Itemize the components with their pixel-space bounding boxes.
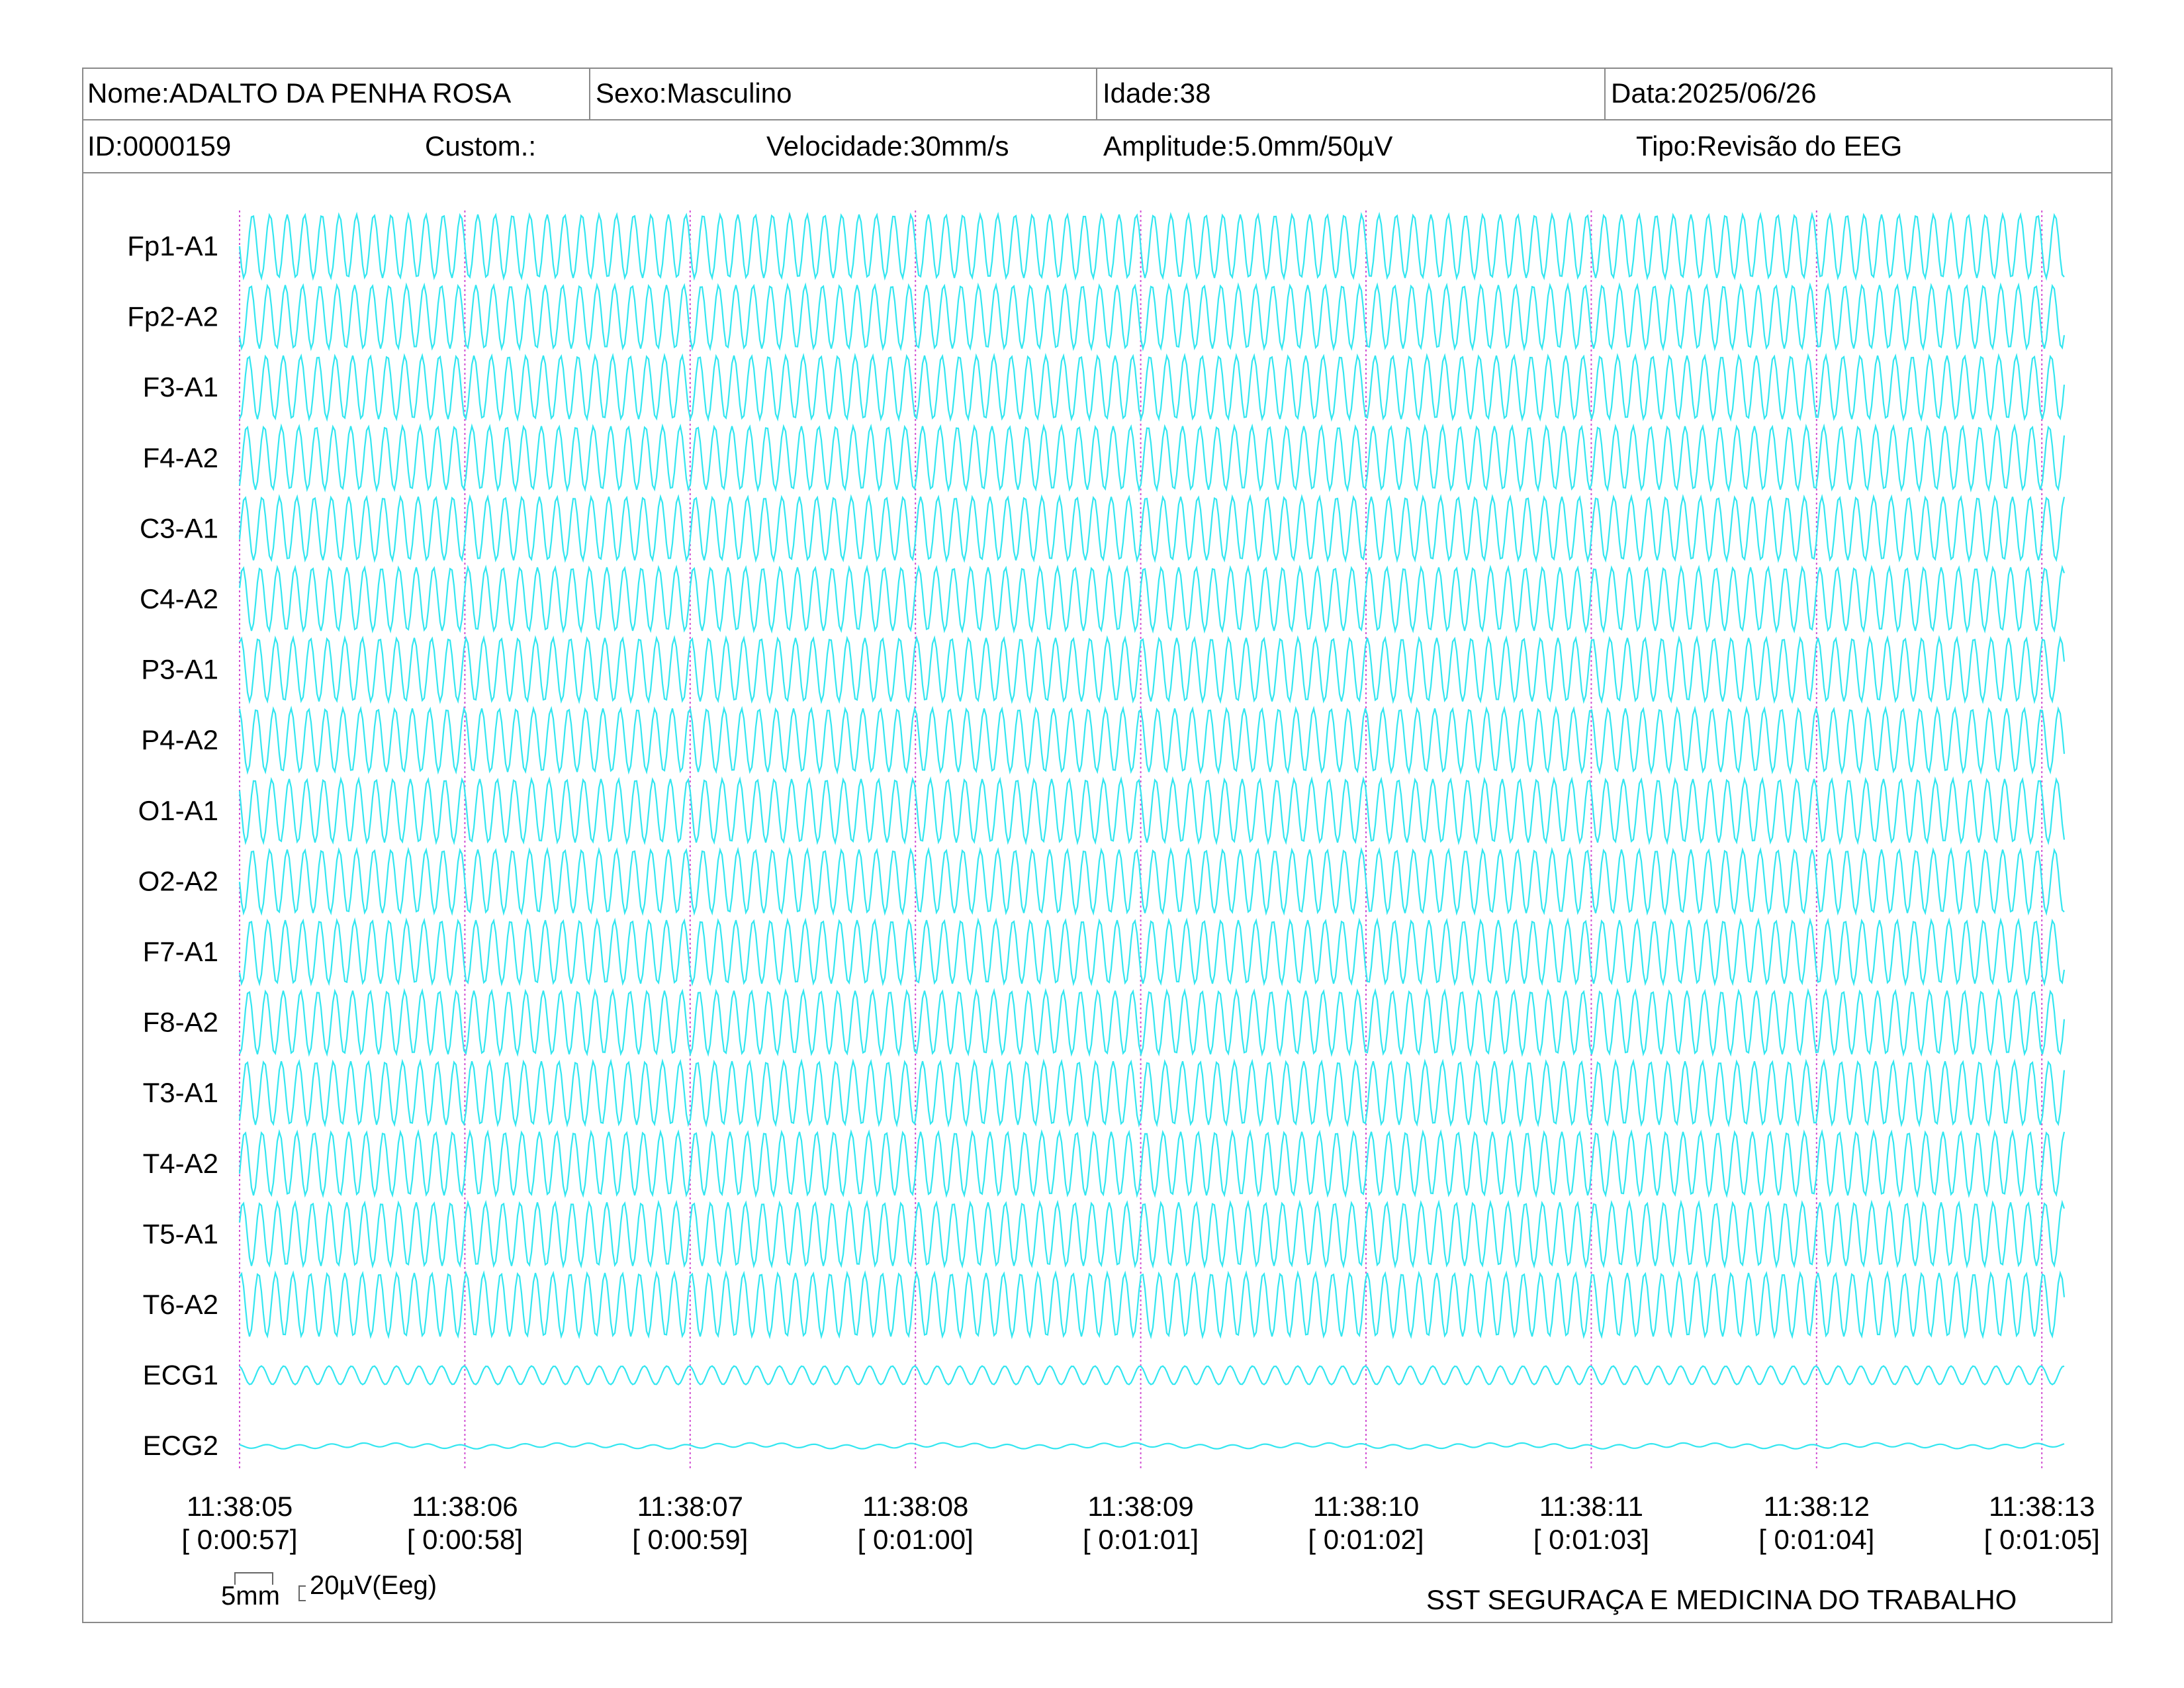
elapsed-tick-label: [ 0:00:58] xyxy=(407,1524,523,1555)
patient-age: Idade:38 xyxy=(1096,68,1604,119)
channel-label: T5-A1 xyxy=(143,1218,218,1249)
channel-label: F7-A1 xyxy=(143,936,218,967)
trace-p4-a2 xyxy=(238,705,2066,775)
custom-field: Custom.: xyxy=(425,130,537,162)
elapsed-tick-label: [ 0:01:04] xyxy=(1758,1524,1874,1555)
channel-label: ECG2 xyxy=(143,1430,218,1461)
trace-t4-a2 xyxy=(238,1129,2066,1199)
time-tick-label: 11:38:07 xyxy=(637,1491,743,1522)
time-tick-label: 11:38:06 xyxy=(412,1491,518,1522)
amplitude-setting: Amplitude:5.0mm/50µV xyxy=(1103,130,1393,162)
time-tick-label: 11:38:08 xyxy=(862,1491,968,1522)
time-tick-label: 11:38:11 xyxy=(1539,1491,1643,1522)
trace-ecg2 xyxy=(239,1442,2065,1450)
exam-type: Tipo:Revisão do EEG xyxy=(1636,130,1903,162)
trace-p3-a1 xyxy=(239,635,2066,704)
channel-label: T4-A2 xyxy=(143,1148,218,1179)
patient-sex: Sexo:Masculino xyxy=(589,68,1096,119)
trace-f4-a2 xyxy=(238,423,2066,493)
channel-label: O1-A1 xyxy=(138,795,218,826)
patient-id: ID:0000159 xyxy=(87,130,232,162)
exam-date: Data:2025/06/26 xyxy=(1604,68,2113,119)
trace-c4-a2 xyxy=(238,564,2066,634)
elapsed-tick-label: [ 0:01:05] xyxy=(1984,1524,2100,1555)
elapsed-tick-label: [ 0:00:59] xyxy=(632,1524,748,1555)
patient-info-row: Nome:ADALTO DA PENHA ROSA Sexo:Masculino… xyxy=(82,68,2113,120)
channel-label: P4-A2 xyxy=(141,724,218,755)
channel-label: P3-A1 xyxy=(141,654,218,685)
report-frame xyxy=(82,68,2113,1623)
patient-name: Nome:ADALTO DA PENHA ROSA xyxy=(87,77,512,109)
channel-label: T6-A2 xyxy=(143,1289,218,1320)
channel-label: O2-A2 xyxy=(138,865,218,896)
elapsed-tick-label: [ 0:01:00] xyxy=(858,1524,974,1555)
company-footer: SST SEGURAÇA E MEDICINA DO TRABALHO xyxy=(1426,1584,2017,1615)
trace-c3-a1 xyxy=(238,494,2066,563)
time-tick-label: 11:38:13 xyxy=(1989,1491,2095,1522)
trace-t6-a2 xyxy=(239,1270,2066,1340)
trace-fp2-a2 xyxy=(238,282,2066,352)
time-tick-label: 11:38:10 xyxy=(1313,1491,1419,1522)
time-tick-label: 11:38:05 xyxy=(187,1491,293,1522)
trace-f7-a1 xyxy=(238,917,2066,987)
trace-o2-a2 xyxy=(238,847,2065,916)
trace-ecg1 xyxy=(239,1365,2065,1385)
trace-o1-a1 xyxy=(238,776,2066,846)
trace-t5-a1 xyxy=(238,1199,2066,1269)
trace-f8-a2 xyxy=(238,988,2066,1057)
elapsed-tick-label: [ 0:01:03] xyxy=(1533,1524,1649,1555)
channel-label: F3-A1 xyxy=(143,371,218,402)
channel-label: ECG1 xyxy=(143,1360,218,1391)
elapsed-tick-label: [ 0:01:02] xyxy=(1308,1524,1424,1555)
trace-f3-a1 xyxy=(239,352,2066,422)
exam-info-row: ID:0000159 Custom.: Velocidade:30mm/s Am… xyxy=(82,120,2113,173)
trace-t3-a1 xyxy=(238,1058,2066,1128)
channel-label: T3-A1 xyxy=(143,1077,218,1108)
time-tick-label: 11:38:12 xyxy=(1764,1491,1870,1522)
trace-fp1-a1 xyxy=(238,211,2065,281)
channel-label: C3-A1 xyxy=(140,512,218,543)
elapsed-tick-label: [ 0:00:57] xyxy=(181,1524,297,1555)
channel-label: Fp2-A2 xyxy=(127,301,218,332)
time-tick-label: 11:38:09 xyxy=(1087,1491,1193,1522)
channel-label: C4-A2 xyxy=(140,583,218,614)
channel-label: F4-A2 xyxy=(143,442,218,473)
channel-label: F8-A2 xyxy=(143,1007,218,1038)
elapsed-tick-label: [ 0:01:01] xyxy=(1083,1524,1199,1555)
speed-setting: Velocidade:30mm/s xyxy=(766,130,1009,162)
channel-label: Fp1-A1 xyxy=(127,230,218,261)
